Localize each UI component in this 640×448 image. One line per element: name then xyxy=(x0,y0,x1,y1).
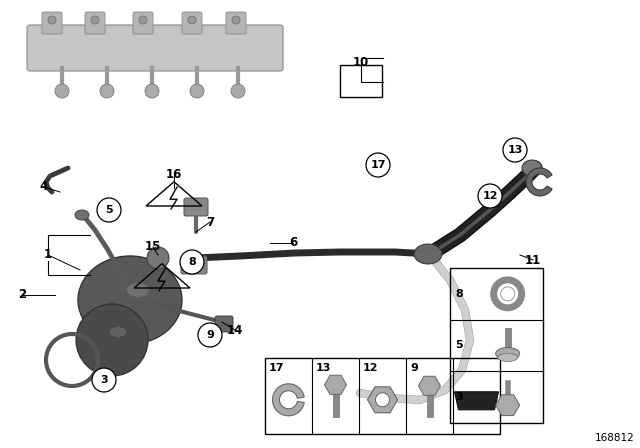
Text: 5: 5 xyxy=(455,340,463,350)
FancyBboxPatch shape xyxy=(184,198,208,216)
Wedge shape xyxy=(526,168,552,196)
Wedge shape xyxy=(273,384,304,416)
Text: 13: 13 xyxy=(508,145,523,155)
Polygon shape xyxy=(454,392,499,410)
Text: 16: 16 xyxy=(166,168,182,181)
FancyBboxPatch shape xyxy=(182,12,202,34)
Circle shape xyxy=(366,153,390,177)
Text: 11: 11 xyxy=(525,254,541,267)
Text: 1: 1 xyxy=(44,249,52,262)
Text: 8: 8 xyxy=(455,289,463,299)
Circle shape xyxy=(478,184,502,208)
Bar xyxy=(340,65,382,97)
Circle shape xyxy=(500,287,515,301)
FancyBboxPatch shape xyxy=(181,256,207,274)
FancyBboxPatch shape xyxy=(226,12,246,34)
Circle shape xyxy=(147,247,169,269)
Text: 12: 12 xyxy=(363,363,378,373)
Text: 8: 8 xyxy=(188,257,196,267)
Text: 7: 7 xyxy=(206,215,214,228)
Text: 6: 6 xyxy=(289,237,297,250)
Text: 15: 15 xyxy=(145,241,161,254)
Circle shape xyxy=(139,16,147,24)
Circle shape xyxy=(190,84,204,98)
Circle shape xyxy=(180,250,204,274)
Ellipse shape xyxy=(498,353,518,362)
Circle shape xyxy=(188,16,196,24)
Text: 4: 4 xyxy=(40,181,48,194)
Text: 17: 17 xyxy=(371,160,386,170)
Circle shape xyxy=(232,16,240,24)
Circle shape xyxy=(92,368,116,392)
Ellipse shape xyxy=(78,256,182,344)
Text: 12: 12 xyxy=(483,191,498,201)
Ellipse shape xyxy=(75,210,89,220)
Ellipse shape xyxy=(127,283,149,297)
Text: 17: 17 xyxy=(269,363,285,373)
Text: 168812: 168812 xyxy=(595,433,635,443)
Bar xyxy=(450,268,543,423)
Circle shape xyxy=(503,138,527,162)
FancyBboxPatch shape xyxy=(215,316,233,332)
FancyBboxPatch shape xyxy=(27,25,283,71)
Bar xyxy=(265,358,500,434)
Ellipse shape xyxy=(495,348,520,359)
Circle shape xyxy=(100,84,114,98)
Circle shape xyxy=(198,323,222,347)
Text: 9: 9 xyxy=(410,363,418,373)
Ellipse shape xyxy=(110,327,126,337)
Circle shape xyxy=(376,393,390,407)
Circle shape xyxy=(48,16,56,24)
FancyBboxPatch shape xyxy=(85,12,105,34)
Text: 3: 3 xyxy=(455,392,463,402)
Text: 2: 2 xyxy=(18,289,26,302)
Circle shape xyxy=(97,198,121,222)
Text: 10: 10 xyxy=(353,56,369,69)
FancyBboxPatch shape xyxy=(133,12,153,34)
Ellipse shape xyxy=(414,244,442,264)
Text: 14: 14 xyxy=(227,323,243,336)
Ellipse shape xyxy=(522,160,542,176)
Text: 9: 9 xyxy=(206,330,214,340)
Circle shape xyxy=(145,84,159,98)
Circle shape xyxy=(76,304,148,376)
FancyBboxPatch shape xyxy=(42,12,62,34)
Text: 5: 5 xyxy=(105,205,113,215)
Circle shape xyxy=(231,84,245,98)
Circle shape xyxy=(55,84,69,98)
Text: 13: 13 xyxy=(316,363,332,373)
Text: 3: 3 xyxy=(100,375,108,385)
Circle shape xyxy=(91,16,99,24)
